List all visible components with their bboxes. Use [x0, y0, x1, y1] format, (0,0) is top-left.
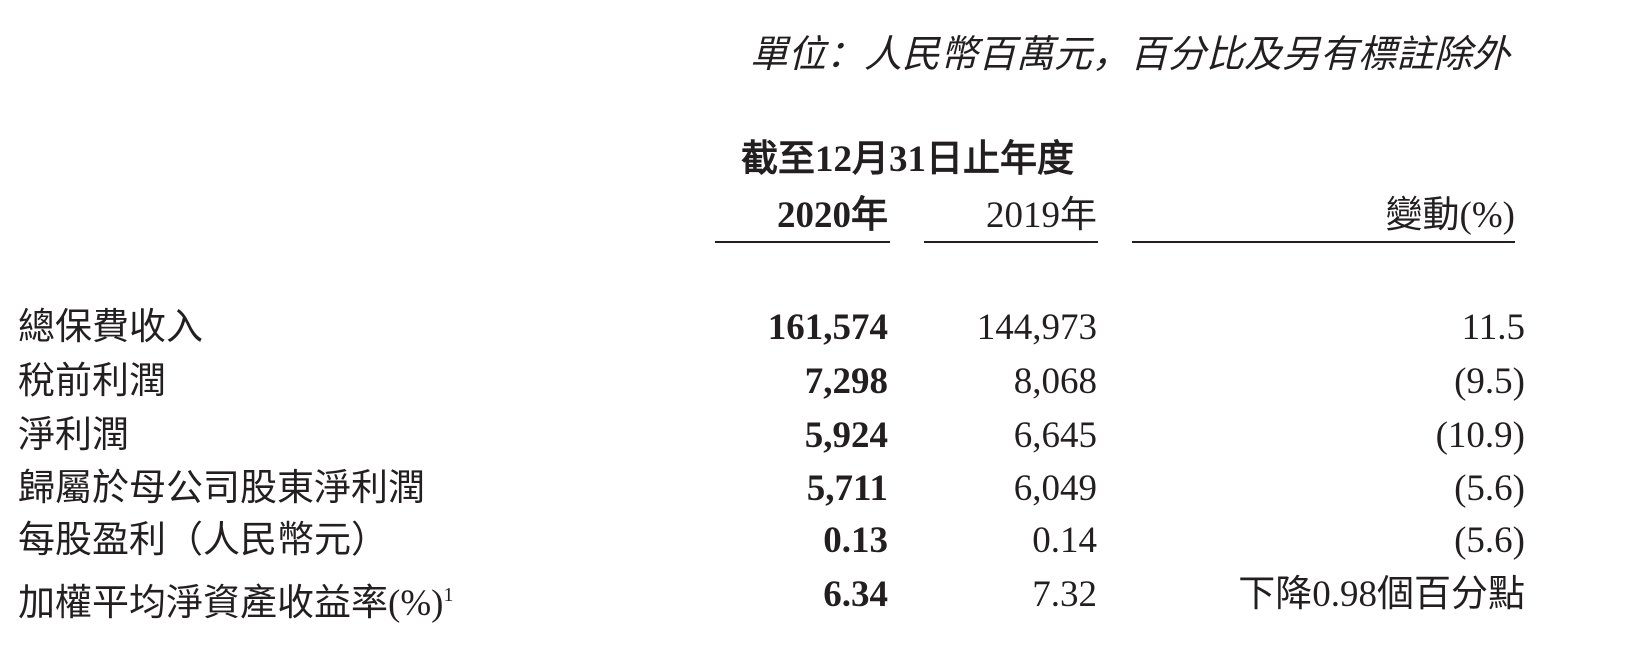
- cell-text: 144,973: [976, 307, 1097, 348]
- cell-text: 歸屬於母公司股東淨利潤: [18, 468, 425, 509]
- value-change: (5.6): [1150, 467, 1525, 511]
- cell-text: 8,068: [1013, 361, 1097, 402]
- cell-text: 6,049: [1013, 468, 1097, 509]
- column-underline: [715, 241, 890, 243]
- value-2020: 5,711: [600, 467, 888, 511]
- cell-text: 161,574: [767, 307, 888, 348]
- value-2019: 0.14: [800, 519, 1097, 563]
- value-2019: 6,049: [800, 467, 1097, 511]
- period-header: 截至12月31日止年度: [741, 139, 1074, 180]
- cell-text: 每股盈利（人民幣元）: [18, 520, 388, 561]
- value-change: (5.6): [1150, 519, 1525, 563]
- cell-text: 11.5: [1461, 307, 1525, 348]
- cell-text: 7.32: [1032, 574, 1097, 615]
- value-2020: 6.34: [600, 573, 888, 617]
- cell-text: (5.6): [1454, 520, 1525, 561]
- value-2020: 5,924: [600, 414, 888, 458]
- value-2019: 8,068: [800, 360, 1097, 404]
- cell-text: (9.5): [1454, 361, 1525, 402]
- value-2019: 6,645: [800, 414, 1097, 458]
- value-change: (10.9): [1150, 414, 1525, 458]
- value-2019: 144,973: [800, 306, 1097, 350]
- cell-text: 6,645: [1013, 415, 1097, 456]
- cell-text: 6.34: [823, 574, 888, 615]
- row-label: 總保費收入: [18, 306, 203, 350]
- cell-text: 總保費收入: [18, 307, 203, 348]
- unit-note: 單位：人民幣百萬元，百分比及另有標註除外: [749, 34, 1510, 76]
- value-change: (9.5): [1150, 360, 1525, 404]
- cell-text: 5,711: [806, 468, 888, 509]
- column-underline: [924, 241, 1098, 243]
- cell-text: 下降0.98個百分點: [1238, 574, 1525, 615]
- row-label: 淨利潤: [18, 414, 129, 458]
- cell-text: 5,924: [804, 415, 888, 456]
- value-2020: 7,298: [600, 360, 888, 404]
- column-header: 2020年: [777, 195, 888, 236]
- cell-text: (5.6): [1454, 468, 1525, 509]
- footnote-mark: 1: [443, 584, 454, 606]
- row-label: 每股盈利（人民幣元）: [18, 519, 388, 563]
- row-label: 稅前利潤: [18, 360, 166, 404]
- column-underline: [1132, 241, 1515, 243]
- cell-text: 加權平均淨資產收益率(%): [18, 583, 444, 624]
- column-header: 2019年: [986, 195, 1097, 236]
- row-label: 歸屬於母公司股東淨利潤: [18, 467, 425, 511]
- value-2020: 161,574: [600, 306, 888, 350]
- cell-text: 7,298: [804, 361, 888, 402]
- value-change: 下降0.98個百分點: [1150, 573, 1525, 617]
- value-2020: 0.13: [600, 519, 888, 563]
- column-header: 變動(%): [1385, 195, 1515, 236]
- cell-text: 淨利潤: [18, 415, 129, 456]
- value-2019: 7.32: [800, 573, 1097, 617]
- cell-text: (10.9): [1435, 415, 1525, 456]
- cell-text: 稅前利潤: [18, 361, 166, 402]
- value-change: 11.5: [1150, 306, 1525, 350]
- row-label: 加權平均淨資產收益率(%)1: [18, 573, 453, 626]
- cell-text: 0.14: [1032, 520, 1097, 561]
- cell-text: 0.13: [823, 520, 888, 561]
